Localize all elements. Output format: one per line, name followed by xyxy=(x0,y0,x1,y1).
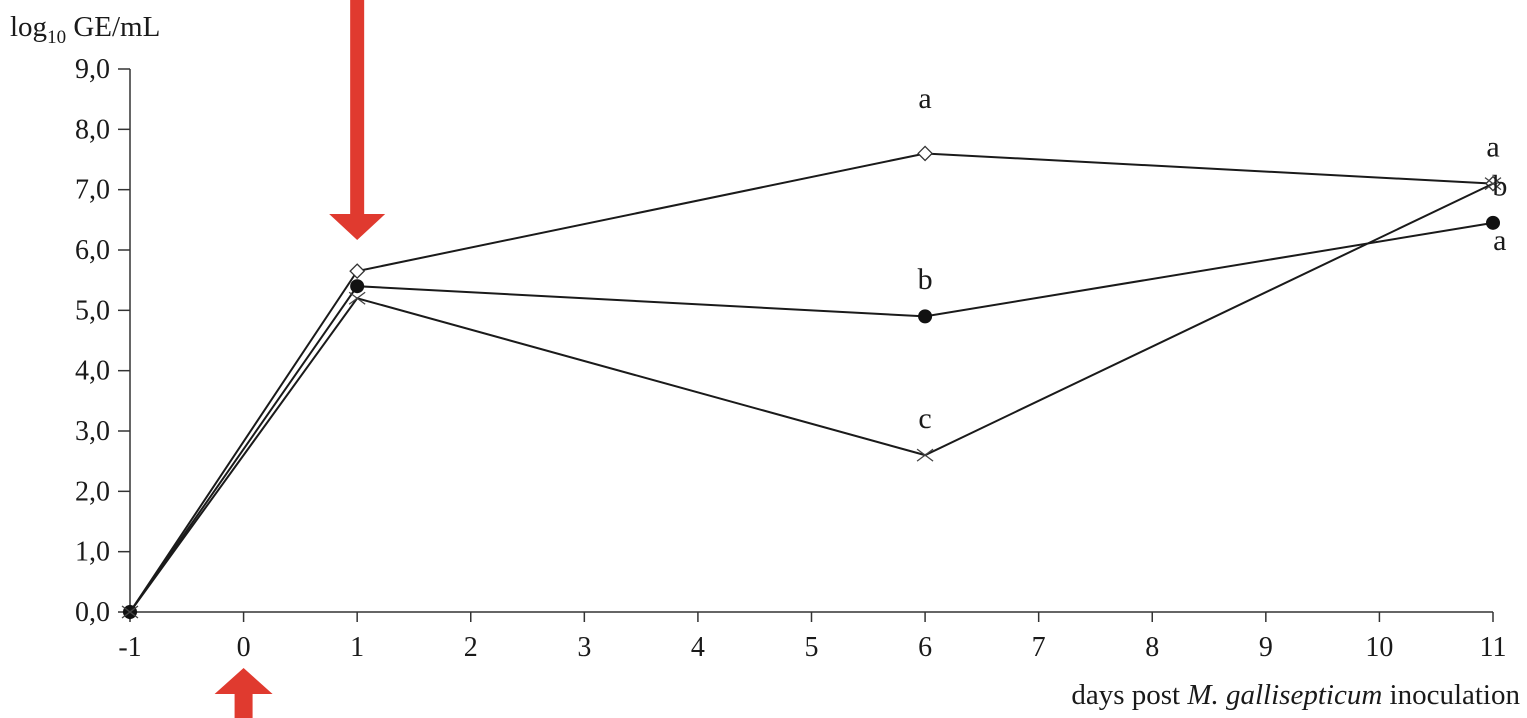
series-line xyxy=(130,153,1493,612)
x-tick-label: 9 xyxy=(1259,632,1273,663)
x-tick-label: 2 xyxy=(464,632,478,663)
x-tick-label: 0 xyxy=(237,632,251,663)
x-axis-label-pre: days post xyxy=(1071,679,1187,711)
x-tick-label: 4 xyxy=(691,632,705,663)
x-axis-label-post: inoculation xyxy=(1382,679,1520,711)
x-ticks: -1 0 1 2 3 4 5 6 7 8 9 10 11 xyxy=(118,612,1506,663)
data-point xyxy=(350,264,364,278)
significance-letter: c xyxy=(918,402,931,435)
x-tick-label: 5 xyxy=(805,632,819,663)
x-tick-label: 11 xyxy=(1480,632,1507,663)
data-point xyxy=(918,146,932,160)
y-tick-label: 6,0 xyxy=(75,235,110,266)
data-point xyxy=(918,309,932,323)
y-tick-label: 7,0 xyxy=(75,175,110,206)
x-tick-label: 8 xyxy=(1145,632,1159,663)
y-ticks: 0,0 1,0 2,0 3,0 4,0 5,0 6,0 7,0 8,0 9,0 xyxy=(75,54,130,628)
x-axis-label: days post M. gallisepticum inoculation xyxy=(1071,679,1520,711)
y-tick-label: 1,0 xyxy=(75,537,110,568)
data-point xyxy=(917,449,933,461)
y-axis-label-rest: GE/mL xyxy=(66,11,160,43)
significance-letter: a xyxy=(1493,224,1506,257)
y-tick-label: 2,0 xyxy=(75,476,110,507)
x-tick-label: 7 xyxy=(1032,632,1046,663)
data-point xyxy=(349,292,365,304)
y-axis-label: log10 GE/mL xyxy=(10,11,160,48)
x-tick-label: 6 xyxy=(918,632,932,663)
y-axis-label-subscript: 10 xyxy=(47,27,66,48)
x-axis-label-italic: M. gallisepticum xyxy=(1186,679,1382,711)
x-tick-label: -1 xyxy=(118,632,141,663)
significance-letter: a xyxy=(1486,130,1499,163)
y-tick-label: 4,0 xyxy=(75,356,110,387)
series-layer xyxy=(122,146,1501,619)
significance-letter: a xyxy=(918,82,931,115)
x-tick-label: 3 xyxy=(577,632,591,663)
significance-letter: b xyxy=(1492,170,1507,203)
y-tick-label: 5,0 xyxy=(75,295,110,326)
series-line xyxy=(130,184,1493,612)
x-tick-label: 10 xyxy=(1365,632,1393,663)
y-axis-label-main: log xyxy=(10,11,47,43)
red-arrow-up xyxy=(215,668,273,718)
y-tick-label: 8,0 xyxy=(75,114,110,145)
significance-letter: b xyxy=(918,263,933,296)
data-point xyxy=(350,279,364,293)
arrow-layer xyxy=(215,0,386,718)
y-tick-label: 0,0 xyxy=(75,597,110,628)
red-arrow-down xyxy=(329,0,385,240)
y-tick-label: 9,0 xyxy=(75,54,110,85)
x-tick-label: 1 xyxy=(350,632,364,663)
axes xyxy=(130,69,1493,612)
y-tick-label: 3,0 xyxy=(75,416,110,447)
